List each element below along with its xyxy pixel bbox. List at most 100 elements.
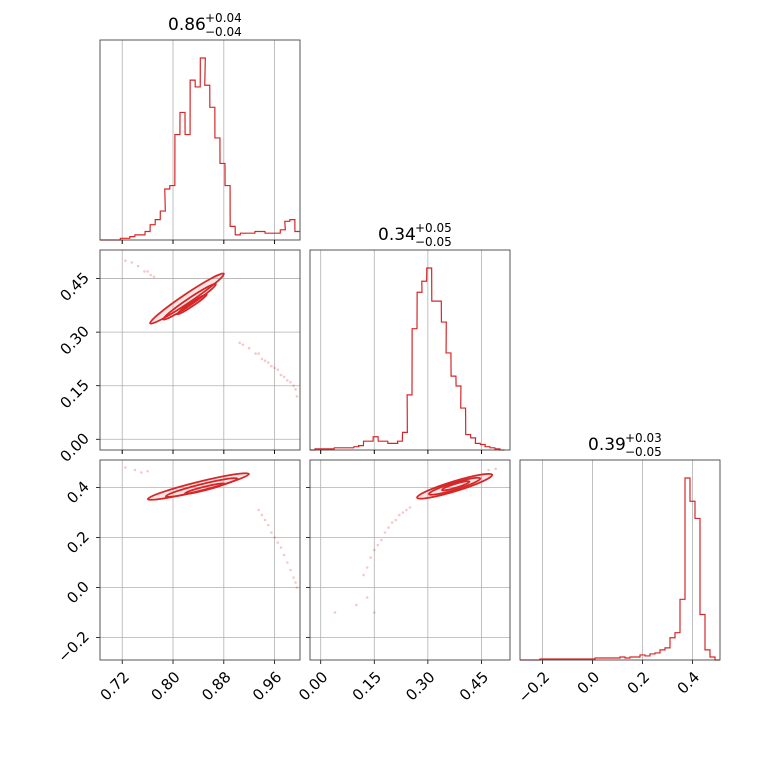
contour-fill [417,473,493,499]
scatter-point [149,273,153,277]
scatter-point [383,531,387,534]
x-tick-label: 0.30 [402,668,438,704]
scatter-point [380,538,383,542]
x-tick-label: 0.4 [674,668,704,698]
scatter-point [289,568,292,572]
y-tick-label: 0.00 [56,429,92,465]
scatter-point [405,508,408,512]
contour-line [428,476,482,496]
contour-line [184,482,226,495]
x-tick-label: 0.72 [97,668,133,704]
axes-frame [309,249,511,451]
y-tick-label: 0.0 [63,578,93,608]
x-tick-label: 0.45 [456,668,492,704]
scatter-point [273,536,276,539]
scatter-point [241,343,245,346]
scatter-point [387,526,390,529]
scatter-point [294,387,297,391]
title-lower-error: −0.05 [415,235,452,249]
x-tick-label: 0.2 [624,668,654,698]
panel-title: 0.39 [588,435,626,455]
scatter-point [292,384,295,388]
scatter-point [292,576,295,579]
scatter-point [279,546,283,549]
scatter-point [362,573,365,577]
scatter-point [247,346,251,350]
scatter-point [257,352,261,355]
scatter-point [295,395,299,398]
x-tick-label: 0.88 [198,668,234,704]
pair-panel-1-2: 0.00 0.15 0.30 0.45 [56,249,301,466]
scatter-point [294,581,297,584]
scatter-point [270,364,273,368]
scatter-point [257,508,261,512]
panel-content [333,467,498,614]
x-tick-label: 0.15 [349,668,385,704]
scatter-point [289,380,292,384]
scatter-point [263,518,267,522]
scatter-point [372,548,376,552]
scatter-point [133,468,137,472]
contour-line [149,272,225,325]
axes-frame [99,249,301,451]
x-tick-label: −0.2 [515,668,553,706]
scatter-point [273,366,276,370]
scatter-point [266,361,270,364]
title-upper-error: +0.05 [415,221,452,235]
axes-frame [99,459,301,661]
scatter-point [266,523,270,527]
scatter-point [139,471,143,474]
y-tick-label: 0.45 [56,269,92,305]
scatter-point [260,513,264,517]
title-upper-error: +0.04 [205,11,242,25]
x-tick-label: 0.96 [249,668,285,704]
x-tick-label: 0.00 [295,668,331,704]
contour-line [162,282,217,321]
scatter-point [124,259,127,263]
scatter-point [279,373,283,377]
axes-frame [519,459,721,661]
scatter-point [260,357,264,361]
scatter-point [152,275,156,279]
scatter-point [136,264,140,268]
scatter-point [390,521,394,524]
scatter-point [282,375,286,379]
scatter-point [401,511,405,514]
scatter-point [282,553,286,557]
scatter-point [397,513,401,517]
panel-content [124,259,299,398]
panel-content [124,466,299,589]
scatter-point [365,566,369,569]
pair-panel-2-3: 0.00 0.15 0.30 0.45 [295,459,511,704]
x-tick-label: 0.80 [147,668,183,704]
scatter-point [333,611,337,614]
scatter-point [276,368,280,371]
scatter-point [295,586,299,589]
histogram-step [520,477,720,661]
pair-panel-1-3: −0.2 0.0 0.2 0.4 0.72 0.80 0.88 0.96 [54,459,301,704]
y-tick-label: 0.30 [56,322,92,358]
histogram-panel-1: 0.86 +0.04−0.04 [99,11,301,244]
title-upper-error: +0.03 [625,431,662,445]
scatter-point [286,379,289,382]
histogram-panel-2: 0.34 +0.05−0.05 [309,221,511,454]
scatter-point [369,556,373,559]
panel-title: 0.34 [378,225,416,245]
scatter-point [146,270,149,273]
axes-frame [99,39,301,241]
panel-title: 0.86 [168,15,206,35]
y-tick-label: 0.4 [63,478,93,508]
scatter-point [238,341,241,345]
scatter-point [376,543,380,547]
scatter-point [276,541,280,544]
scatter-point [408,506,412,509]
contour-line [416,472,494,500]
scatter-point [143,270,146,273]
y-tick-label: 0.2 [63,528,93,558]
scatter-point [263,359,267,363]
scatter-point [124,466,127,469]
histogram-step [100,57,300,241]
axes-frame [309,459,511,661]
y-tick-label: 0.15 [56,376,92,412]
scatter-point [487,468,490,472]
